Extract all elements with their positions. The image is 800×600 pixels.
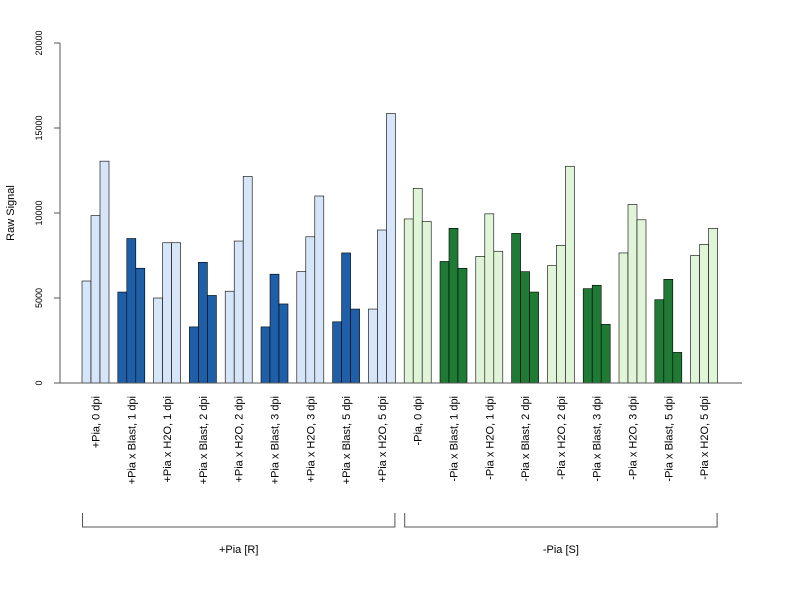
bar	[636, 219, 647, 384]
category-label: +Pia x Blast, 2 dpi	[198, 396, 210, 484]
bar	[493, 250, 504, 384]
bar	[207, 295, 217, 384]
y-tick-label: 5000	[34, 288, 44, 308]
bar	[591, 284, 602, 384]
bars-layer	[81, 113, 718, 384]
bar	[368, 308, 378, 384]
y-axis-title: Raw Signal	[5, 185, 17, 241]
bar	[135, 267, 146, 384]
bar	[260, 326, 271, 384]
category-label: -Pia x Blast, 2 dpi	[520, 396, 532, 482]
bar	[296, 271, 307, 384]
bar	[224, 290, 235, 384]
bar	[627, 204, 638, 384]
bar	[386, 113, 396, 384]
y-ticks: 0 5000 10000 15000 20000	[34, 30, 60, 386]
bar	[556, 245, 566, 384]
bar	[233, 240, 244, 384]
bar	[171, 242, 181, 384]
bar	[305, 236, 316, 384]
bar	[341, 252, 351, 384]
bar	[350, 308, 360, 384]
category-labels: +Pia, 0 dpi +Pia x Blast, 1 dpi +Pia x H2O…	[91, 396, 712, 484]
bar	[618, 252, 629, 384]
bar	[484, 213, 495, 384]
y-tick-label: 20000	[34, 30, 44, 55]
category-label: +Pia x H2O, 1 dpi	[162, 396, 174, 483]
bar	[582, 288, 593, 384]
category-label: +Pia x H2O, 2 dpi	[234, 396, 246, 483]
category-label: +Pia x Blast, 3 dpi	[270, 396, 282, 484]
bar	[448, 228, 459, 384]
bar	[189, 326, 199, 384]
bar	[600, 324, 611, 384]
category-label: -Pia x Blast, 5 dpi	[663, 396, 675, 482]
group-brackets: +Pia [R] -Pia [S]	[82, 513, 718, 556]
y-tick-label: 10000	[34, 200, 44, 225]
bar	[511, 233, 521, 384]
group-label: -Pia [S]	[543, 544, 579, 556]
y-tick-label: 0	[34, 380, 44, 385]
category-label: -Pia x H2O, 5 dpi	[699, 396, 711, 480]
axes-layer: Raw Signal	[5, 43, 742, 384]
bar	[672, 352, 683, 384]
category-label: +Pia x Blast, 5 dpi	[341, 396, 353, 484]
category-label: -Pia x H2O, 3 dpi	[628, 396, 640, 480]
bar	[547, 265, 557, 384]
bar	[198, 261, 208, 384]
bar	[529, 291, 539, 384]
bar	[117, 291, 128, 384]
bar	[278, 303, 289, 384]
group-bracket	[404, 513, 718, 528]
bar	[99, 160, 110, 384]
bar	[663, 278, 674, 384]
bar	[153, 297, 163, 384]
group-label: +Pia [R]	[219, 544, 258, 556]
category-label: -Pia x Blast, 3 dpi	[592, 396, 604, 482]
bar	[457, 267, 468, 384]
category-label: -Pia x H2O, 2 dpi	[556, 396, 568, 480]
bar	[269, 273, 280, 384]
bar	[699, 244, 709, 384]
category-label: -Pia x H2O, 1 dpi	[484, 396, 496, 480]
bar	[708, 228, 718, 384]
bar	[520, 271, 530, 384]
bar	[81, 280, 92, 384]
category-label: -Pia x Blast, 1 dpi	[449, 396, 461, 482]
bar	[403, 218, 414, 384]
bar	[565, 165, 575, 384]
bar	[377, 229, 387, 384]
bar	[439, 261, 450, 384]
bar	[162, 242, 172, 384]
y-tick-label: 15000	[34, 115, 44, 140]
bar	[242, 176, 253, 384]
bar	[421, 221, 432, 384]
bar	[475, 256, 486, 384]
bar	[314, 195, 325, 384]
bar	[90, 215, 101, 384]
category-label: +Pia x H2O, 5 dpi	[377, 396, 389, 483]
category-label: +Pia, 0 dpi	[91, 396, 103, 448]
group-bracket	[82, 513, 396, 528]
category-label: +Pia x H2O, 3 dpi	[305, 396, 317, 483]
category-label: -Pia, 0 dpi	[413, 396, 425, 446]
bar	[332, 321, 342, 384]
bar	[690, 255, 700, 384]
category-label: +Pia x Blast, 1 dpi	[126, 396, 138, 484]
bar	[654, 299, 665, 384]
bar	[412, 188, 423, 384]
bar	[126, 238, 137, 384]
